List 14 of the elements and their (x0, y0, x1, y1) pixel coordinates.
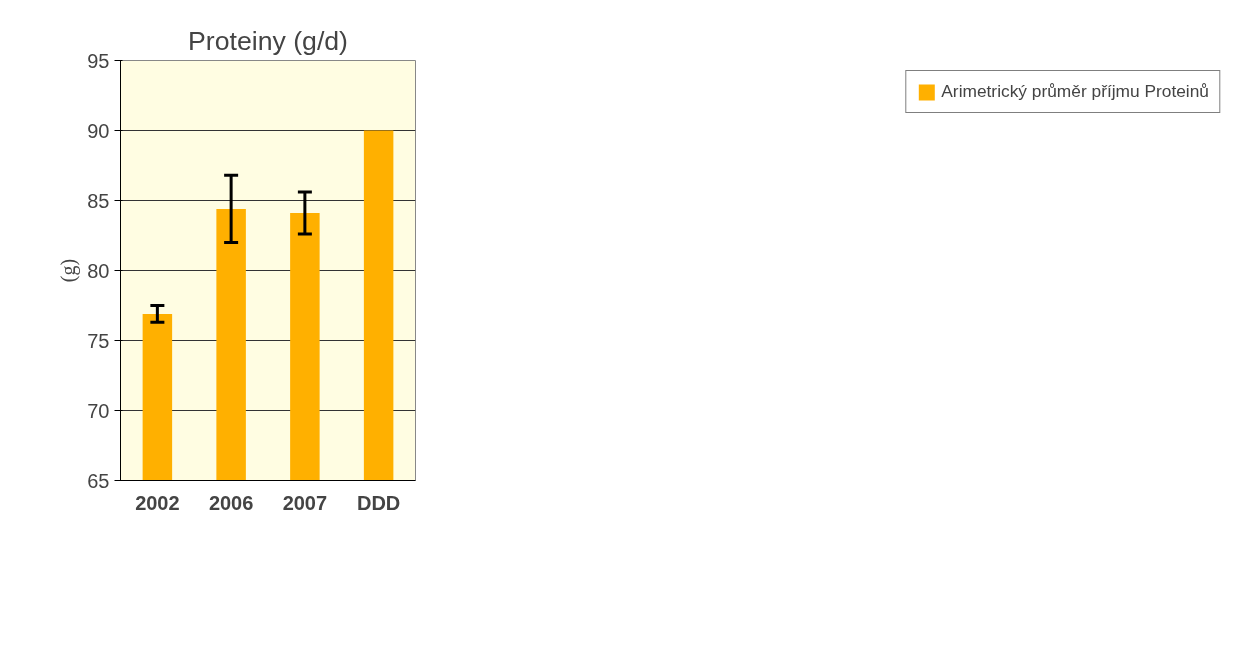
y-tick-label: 95 (87, 49, 110, 72)
legend-label: Arimetrický průměr příjmu Proteinů (941, 81, 1209, 102)
y-tick-label: 85 (87, 189, 110, 212)
y-tick-label: 65 (87, 469, 110, 492)
x-tick-label: 2007 (282, 491, 328, 514)
y-tick-label: 80 (87, 259, 110, 282)
x-tick-label: 2002 (135, 491, 180, 514)
x-tick-label: DDD (356, 491, 401, 514)
y-axis-title: (g) (57, 258, 81, 283)
chart-title: Proteiny (g/d) (188, 25, 349, 56)
x-tick-label: 2006 (208, 491, 254, 514)
y-tick-label: 90 (87, 119, 110, 142)
y-tick-label: 75 (87, 329, 110, 352)
y-tick-label: 70 (87, 399, 110, 422)
